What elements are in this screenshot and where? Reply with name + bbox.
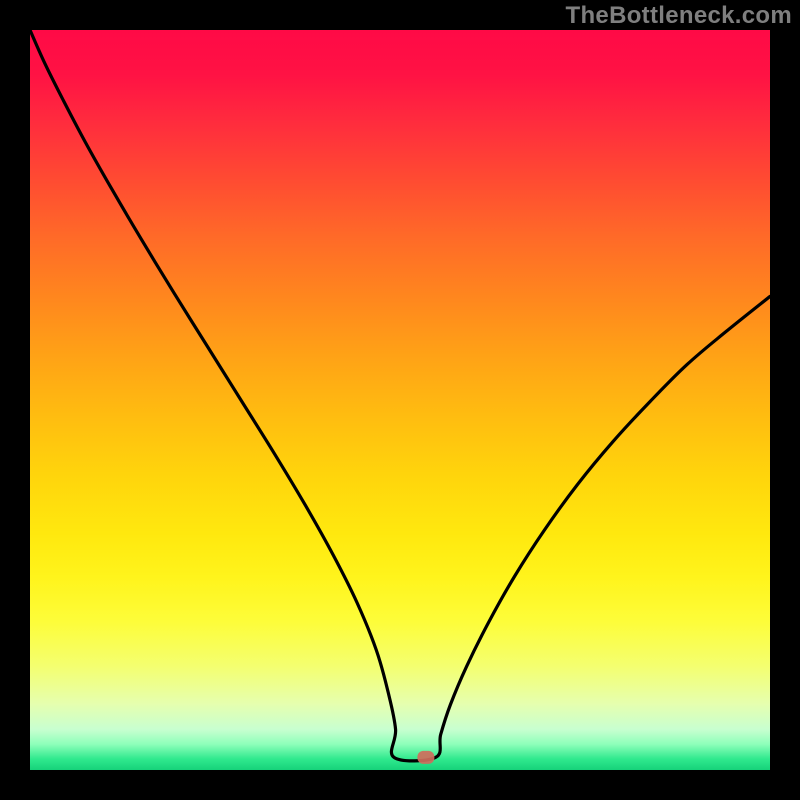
watermark-text: TheBottleneck.com bbox=[566, 2, 792, 30]
optimum-marker bbox=[417, 751, 434, 764]
gradient-background bbox=[30, 30, 770, 770]
bottleneck-chart bbox=[0, 0, 800, 800]
chart-container: TheBottleneck.com bbox=[0, 0, 800, 800]
